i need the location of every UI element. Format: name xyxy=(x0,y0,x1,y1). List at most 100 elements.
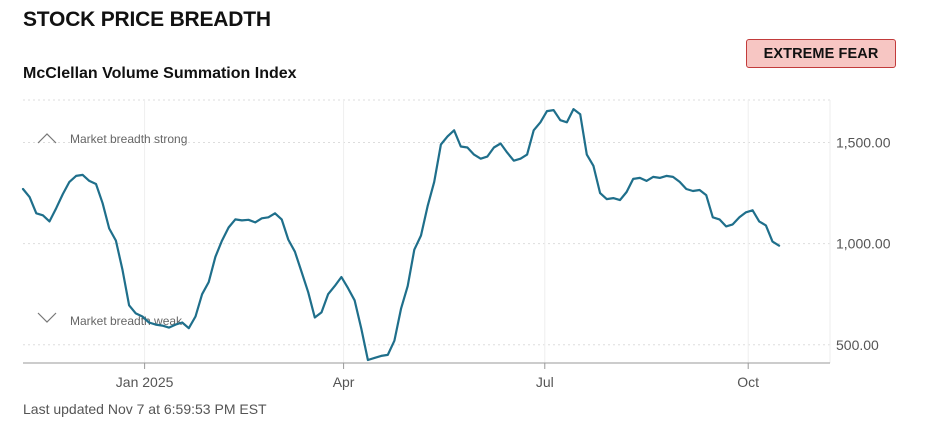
data-point xyxy=(148,321,150,324)
data-point xyxy=(387,354,389,356)
data-point xyxy=(606,198,608,200)
x-tick-label: Jan 2025 xyxy=(116,374,174,390)
data-point xyxy=(407,285,409,287)
data-point xyxy=(347,287,349,289)
data-point xyxy=(685,188,687,190)
data-point xyxy=(115,240,117,242)
data-point xyxy=(22,188,24,190)
x-tick-label: Jul xyxy=(536,374,554,390)
data-point xyxy=(466,146,468,149)
data-point xyxy=(725,225,727,227)
data-point xyxy=(420,234,422,237)
data-point xyxy=(632,178,634,180)
data-point xyxy=(619,199,621,201)
data-point xyxy=(493,146,495,149)
data-point xyxy=(327,293,329,295)
data-point xyxy=(241,219,243,221)
data-point xyxy=(732,223,734,225)
data-point xyxy=(175,324,177,326)
annotation-strong: Market breadth strong xyxy=(70,132,187,146)
data-point xyxy=(62,193,64,195)
x-tick-label: Oct xyxy=(737,374,759,390)
data-point xyxy=(453,129,455,131)
data-point xyxy=(758,220,760,222)
last-updated-text: Last updated Nov 7 at 6:59:53 PM EST xyxy=(23,401,267,417)
data-point xyxy=(135,312,137,314)
data-point xyxy=(168,327,170,329)
chevron-up-icon xyxy=(37,133,57,144)
data-point xyxy=(599,192,601,194)
data-point xyxy=(68,181,70,183)
data-point xyxy=(261,217,263,219)
data-point xyxy=(539,121,542,123)
data-point xyxy=(427,205,429,207)
annotations: Market breadth strong Market breadth wea… xyxy=(37,132,187,328)
data-point xyxy=(765,224,767,226)
data-point xyxy=(287,239,289,241)
data-point xyxy=(718,218,721,220)
data-point xyxy=(354,299,356,301)
data-point xyxy=(161,325,163,327)
data-point xyxy=(679,181,681,183)
x-tick-label: Apr xyxy=(333,374,355,390)
data-point xyxy=(645,180,648,182)
data-point xyxy=(55,207,57,209)
data-point xyxy=(546,110,548,112)
data-point xyxy=(665,175,668,177)
data-point xyxy=(267,216,269,218)
data-point xyxy=(360,328,362,330)
data-point xyxy=(88,180,90,182)
data-point xyxy=(752,209,754,211)
data-point xyxy=(121,269,124,271)
data-point xyxy=(460,145,462,148)
data-point xyxy=(380,355,382,357)
chevron-down-icon xyxy=(37,312,57,323)
data-point xyxy=(559,119,561,121)
data-point xyxy=(586,154,588,156)
data-point xyxy=(254,221,256,223)
data-point xyxy=(95,183,97,185)
data-point xyxy=(194,315,197,318)
x-axis xyxy=(23,362,830,369)
data-point xyxy=(108,227,110,230)
data-point xyxy=(626,191,628,193)
data-point xyxy=(519,158,522,160)
data-point xyxy=(294,251,296,253)
data-point xyxy=(506,152,508,154)
data-point xyxy=(35,212,37,214)
data-point xyxy=(155,324,157,326)
data-point xyxy=(102,202,104,204)
data-point xyxy=(228,226,230,229)
data-point xyxy=(699,189,701,191)
data-point xyxy=(48,220,51,222)
data-point xyxy=(234,218,236,220)
data-point xyxy=(181,321,183,324)
data-point xyxy=(745,211,747,213)
data-point xyxy=(639,177,641,179)
data-point xyxy=(128,304,130,306)
data-point xyxy=(373,357,376,359)
data-point xyxy=(592,165,595,167)
data-point xyxy=(188,327,190,329)
x-tick-labels: Jan 2025 Apr Jul Oct xyxy=(116,374,759,390)
data-point xyxy=(771,241,774,243)
data-point xyxy=(566,121,568,123)
data-point xyxy=(446,135,449,137)
data-point xyxy=(208,281,210,283)
data-point xyxy=(440,143,442,146)
data-point xyxy=(579,113,581,115)
data-point xyxy=(301,271,303,273)
data-point xyxy=(500,142,502,145)
data-point xyxy=(314,316,316,319)
data-point xyxy=(334,285,336,287)
data-point xyxy=(513,160,515,162)
data-point xyxy=(340,276,342,278)
data-point xyxy=(274,212,276,214)
chart-title: McClellan Volume Summation Index xyxy=(23,65,297,82)
data-point xyxy=(320,311,323,313)
data-point xyxy=(247,219,250,221)
data-point xyxy=(473,154,475,156)
data-point xyxy=(712,216,714,218)
data-point xyxy=(29,196,31,198)
data-point xyxy=(214,256,216,258)
